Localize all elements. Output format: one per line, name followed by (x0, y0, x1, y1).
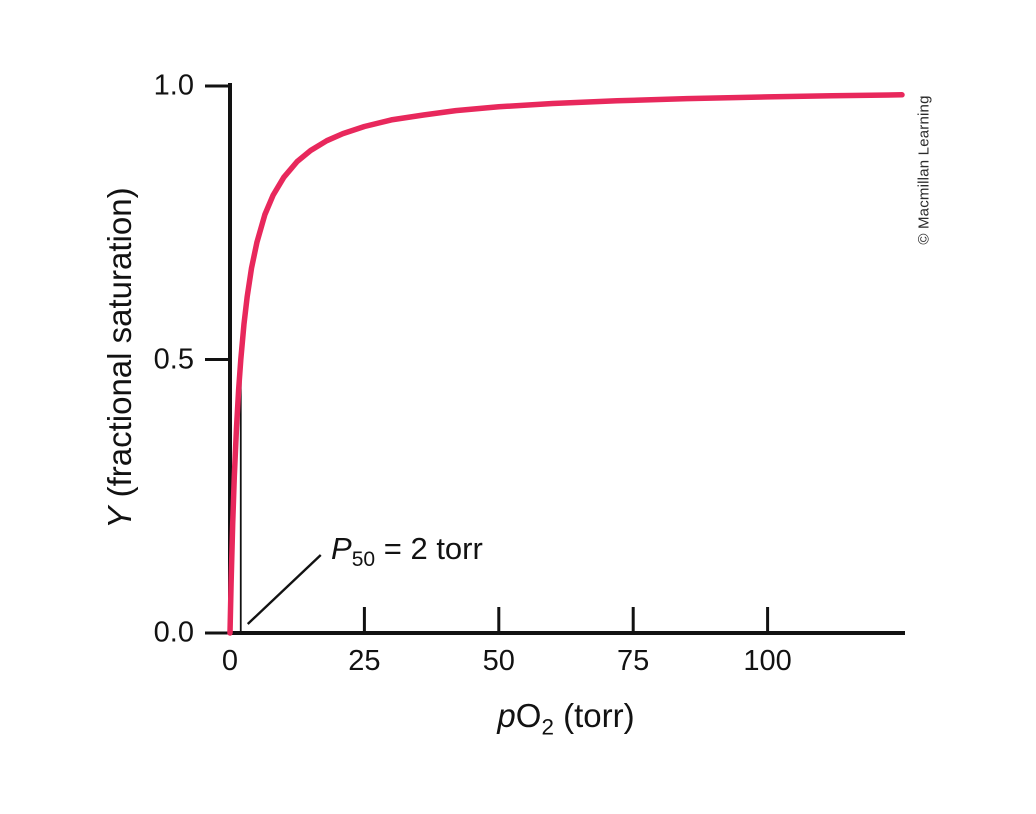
y-axis-label-variable: Y (101, 506, 138, 529)
y-axis-label-text: (fractional saturation) (101, 187, 138, 507)
y-tick-label: 0.5 (153, 343, 194, 375)
y-tick-label: 1.0 (153, 69, 194, 102)
p50-annotation: P50 = 2 torr (331, 531, 483, 570)
x-axis-label: pO2 (torr) (497, 697, 635, 738)
p50-pointer-line (246, 554, 322, 625)
x-axis-label-species: O (515, 697, 542, 734)
x-tick-label: 25 (348, 645, 381, 677)
x-axis-label-subscript: 2 (541, 714, 554, 740)
saturation-curve (227, 92, 905, 636)
y-axis-label: Y (fractional saturation) (101, 187, 139, 528)
x-tick-label: 75 (617, 645, 650, 677)
p50-annotation-value: = 2 torr (375, 531, 483, 566)
x-tick-label: 100 (743, 645, 792, 677)
copyright-credit: © Macmillan Learning (915, 95, 933, 245)
x-axis-label-variable: p (497, 697, 516, 734)
p50-annotation-subscript: 50 (351, 548, 376, 572)
x-tick-label: 50 (482, 645, 515, 677)
x-tick-label: 0 (221, 645, 239, 677)
x-axis-label-unit: (torr) (553, 697, 635, 734)
y-tick-label: 0.0 (153, 616, 194, 649)
p50-annotation-variable: P (331, 531, 352, 566)
